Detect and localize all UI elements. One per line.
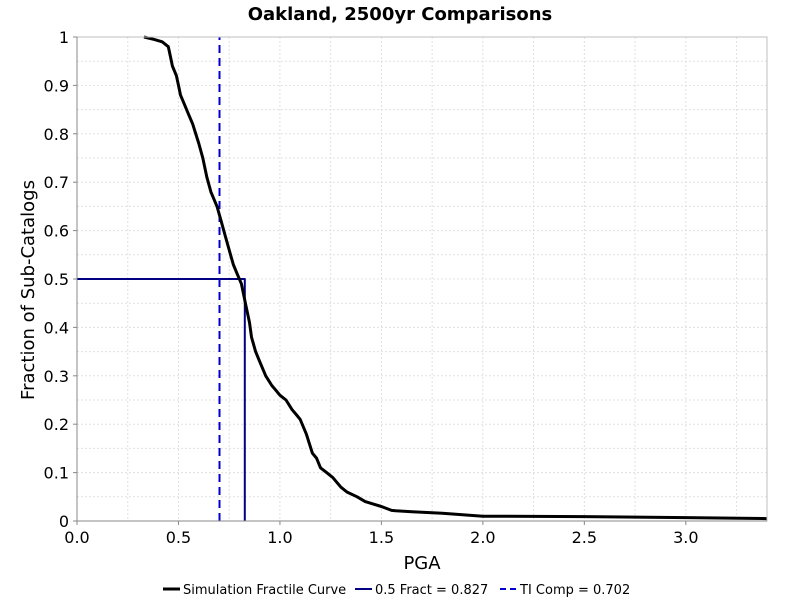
legend-label-2: TI Comp = 0.702	[519, 583, 630, 598]
y-tick-label: 0.8	[44, 125, 69, 144]
x-axis-title: PGA	[403, 553, 441, 574]
x-ticks: 0.0 0.5 1.0 1.5 2.0 2.5 3.0	[64, 521, 699, 547]
series-line-0	[143, 35, 768, 521]
y-tick-label: 0.9	[44, 76, 69, 95]
y-ticks: 0 0.1 0.2 0.3 0.4 0.5 0.6 0.7 0.8 0.9 1	[44, 28, 77, 531]
x-tick-label: 0.5	[166, 528, 191, 547]
y-tick-label: 0.7	[44, 173, 69, 192]
y-axis-title: Fraction of Sub-Catalogs	[18, 180, 39, 400]
x-tick-label: 3.0	[673, 528, 698, 547]
y-tick-label: 0.5	[44, 270, 69, 289]
y-tick-label: 0.3	[44, 367, 69, 386]
x-tick-label: 2.5	[572, 528, 597, 547]
x-tick-label: 1.0	[267, 528, 292, 547]
x-tick-label: 2.0	[470, 528, 495, 547]
y-tick-label: 0.6	[44, 222, 69, 241]
y-tick-label: 0.1	[44, 464, 69, 483]
x-tick-label: 1.5	[369, 528, 394, 547]
y-tick-label: 1	[59, 28, 69, 47]
y-tick-label: 0.4	[44, 318, 69, 337]
series-line-1	[77, 278, 246, 521]
x-tick-label: 0.0	[64, 528, 89, 547]
grid	[77, 37, 767, 521]
chart-title: Oakland, 2500yr Comparisons	[248, 4, 553, 25]
legend-label-0: Simulation Fractile Curve	[183, 583, 346, 598]
series-layer	[77, 35, 768, 521]
y-tick-label: 0.2	[44, 415, 69, 434]
legend: Simulation Fractile Curve 0.5 Fract = 0.8…	[163, 583, 630, 598]
legend-label-1: 0.5 Fract = 0.827	[375, 583, 488, 598]
y-tick-label: 0	[59, 512, 69, 531]
